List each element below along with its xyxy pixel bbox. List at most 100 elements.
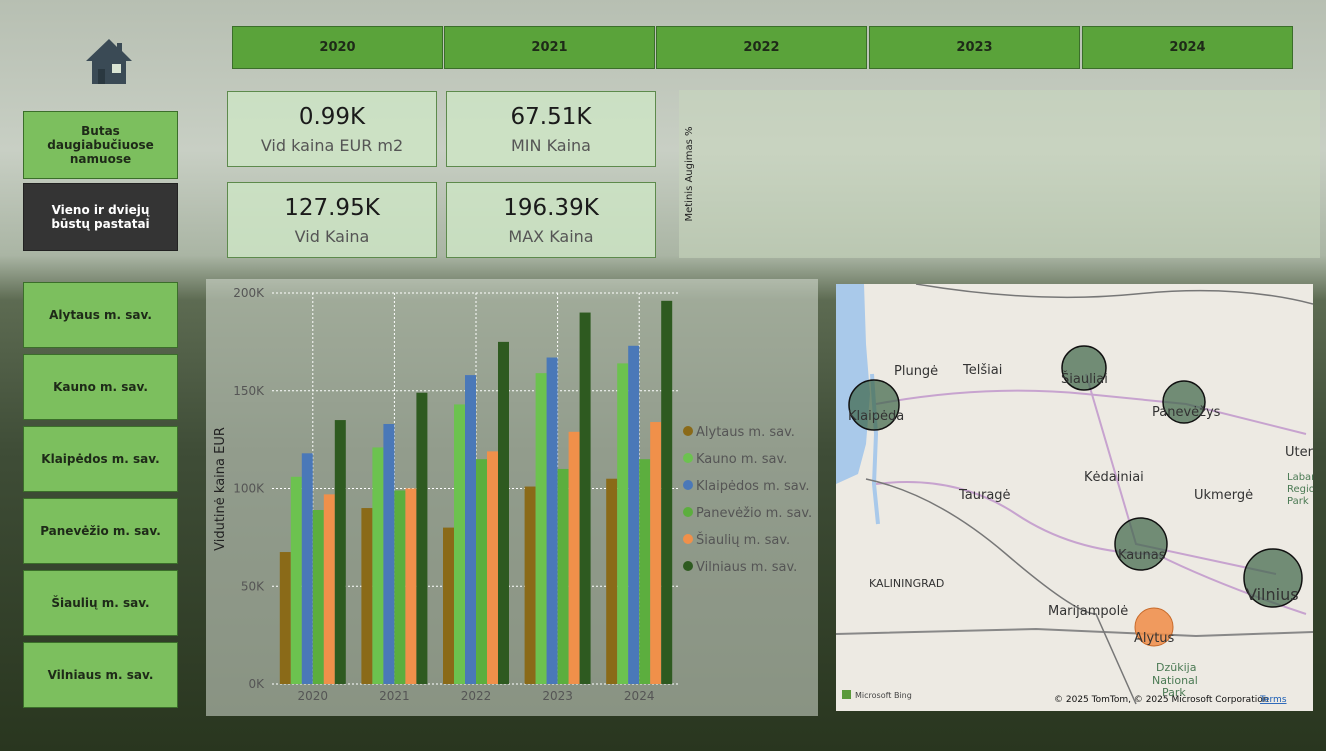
region-button[interactable]: Kauno m. sav. [23, 354, 178, 420]
home-icon[interactable] [84, 37, 134, 85]
bar [487, 451, 498, 684]
map-label: Klaipėda [848, 409, 904, 424]
year-button[interactable]: 2020 [232, 26, 443, 69]
bar-chart: Vidutinė kaina EUR 0K 50K 100K 150K 200K 2020… [206, 279, 818, 716]
bar [361, 508, 373, 684]
bar [579, 312, 591, 684]
year-button[interactable]: 2021 [444, 26, 655, 69]
legend-swatch [683, 561, 693, 571]
legend-swatch [683, 480, 693, 490]
bar [535, 373, 547, 684]
bar [454, 404, 465, 684]
bar [568, 431, 580, 684]
y-tick-label: 200K [233, 286, 265, 300]
map-terms[interactable]: Terms [1259, 695, 1287, 705]
legend-label: Vilniaus m. sav. [696, 560, 797, 575]
legend-label: Šiaulių m. sav. [696, 532, 790, 548]
x-tick-label: 2022 [461, 689, 492, 703]
kpi-value: 0.99K [298, 104, 366, 130]
legend-swatch [683, 534, 693, 544]
bar [498, 341, 509, 684]
year-button[interactable]: 2022 [656, 26, 867, 69]
bar [524, 486, 536, 684]
bar [290, 476, 302, 684]
kpi-label: MIN Kaina [511, 136, 591, 155]
bar [617, 363, 629, 684]
bar [334, 420, 346, 684]
bar [301, 453, 313, 684]
bar [323, 494, 335, 684]
region-button[interactable]: Alytaus m. sav. [23, 282, 178, 348]
kpi-value: 67.51K [510, 104, 592, 130]
bar [546, 357, 558, 684]
map-label: Tauragė [958, 488, 1011, 503]
region-button[interactable]: Šiaulių m. sav. [23, 570, 178, 636]
kpi-label: Vid kaina EUR m2 [260, 136, 404, 155]
legend-label: Panevėžio m. sav. [696, 506, 812, 521]
bar [372, 447, 384, 684]
bar [639, 459, 651, 684]
map-logo: Microsoft Bing [855, 691, 912, 700]
kpi-card: 127.95K Vid Kaina [227, 182, 437, 258]
growth-panel: Metinis Augimas % [679, 90, 1320, 258]
region-button[interactable]: Klaipėdos m. sav. [23, 426, 178, 492]
y-tick-label: 100K [233, 482, 265, 496]
map-label: National [1152, 674, 1198, 687]
year-button[interactable]: 2023 [869, 26, 1080, 69]
map-label: Uter [1285, 445, 1313, 460]
map-label: Telšiai [962, 363, 1002, 378]
bar [557, 468, 569, 684]
bar [465, 375, 476, 684]
type-button[interactable]: Vieno ir dviejų būstų pastatai [23, 183, 178, 251]
map-label: Ukmergė [1194, 488, 1253, 503]
map-label: Marijampolė [1048, 604, 1128, 619]
bar [650, 422, 662, 684]
year-button[interactable]: 2024 [1082, 26, 1293, 69]
bar [394, 490, 406, 684]
map-label: Vilnius [1246, 585, 1299, 604]
y-tick-label: 50K [241, 579, 265, 593]
map-label: Kaunas [1118, 548, 1166, 563]
map-label: Kėdainiai [1084, 470, 1144, 485]
x-tick-label: 2024 [624, 689, 655, 703]
bar [628, 345, 640, 684]
kpi-value: 196.39K [503, 195, 599, 221]
bar [383, 423, 395, 684]
kpi-value: 127.95K [284, 195, 380, 221]
legend-label: Klaipėdos m. sav. [696, 479, 810, 494]
y-tick-label: 150K [233, 384, 265, 398]
bar [416, 392, 428, 684]
x-tick-label: 2021 [379, 689, 410, 703]
type-button[interactable]: Butas daugiabučiuose namuose [23, 111, 178, 179]
kpi-label: Vid Kaina [294, 227, 370, 246]
map-label: Park [1287, 496, 1309, 507]
legend-swatch [683, 453, 693, 463]
kpi-card: 0.99K Vid kaina EUR m2 [227, 91, 437, 167]
bar [279, 552, 291, 684]
region-button[interactable]: Vilniaus m. sav. [23, 642, 178, 708]
x-tick-label: 2020 [298, 689, 329, 703]
kpi-card: 67.51K MIN Kaina [446, 91, 656, 167]
map-attribution: © 2025 TomTom, © 2025 Microsoft Corporat… [1054, 695, 1268, 705]
bar [405, 488, 417, 684]
map-label: Dzūkija [1156, 661, 1196, 674]
map-label: Panevėžys [1152, 405, 1221, 420]
map-label: Park [1162, 686, 1186, 699]
map-label: Šiauliai [1061, 371, 1108, 387]
map-label: Alytus [1134, 631, 1175, 646]
map: Plungė Telšiai Šiauliai Panevėžys Klaipė… [836, 284, 1313, 711]
map-label: KALININGRAD [869, 577, 944, 590]
kpi-label: MAX Kaina [508, 227, 594, 246]
map-label: Plungė [894, 364, 938, 379]
bar [606, 478, 618, 684]
bar [476, 459, 487, 684]
y-tick-label: 0K [248, 677, 265, 691]
map-label: Regio [1287, 484, 1313, 495]
y-axis-label: Vidutinė kaina EUR [213, 427, 228, 551]
bar [443, 527, 454, 684]
x-tick-label: 2023 [542, 689, 573, 703]
axis-label: Metinis Augimas % [684, 126, 695, 221]
legend-swatch [683, 426, 693, 436]
region-button[interactable]: Panevėžio m. sav. [23, 498, 178, 564]
